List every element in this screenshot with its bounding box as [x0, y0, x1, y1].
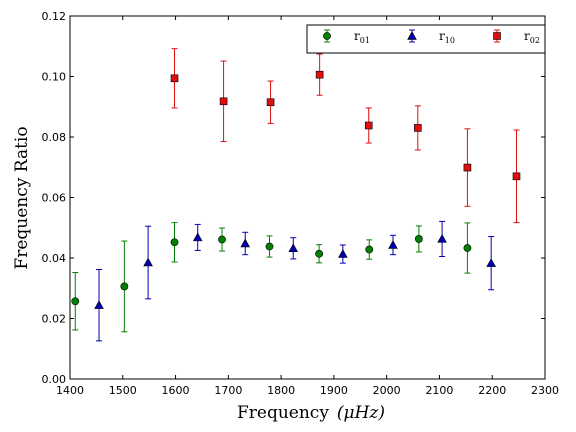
- data-point: [388, 240, 398, 249]
- y-axis-title: Frequency Ratio: [12, 126, 32, 269]
- x-tick-label: 1600: [162, 384, 190, 397]
- data-marks: [71, 48, 521, 342]
- series-r01: [71, 222, 472, 333]
- x-tick-label: 2000: [373, 384, 401, 397]
- legend-label: r10: [439, 29, 455, 45]
- data-point: [315, 70, 324, 79]
- y-tick-label: 0.10: [42, 71, 67, 84]
- data-point: [192, 232, 203, 242]
- data-point: [143, 257, 153, 267]
- y-tick-label: 0.08: [42, 131, 67, 144]
- data-point: [315, 249, 324, 258]
- data-point: [170, 74, 179, 83]
- legend-marker: [493, 32, 501, 40]
- data-point: [365, 245, 374, 254]
- y-tick-label: 0.06: [42, 192, 67, 205]
- x-tick-label: 1400: [56, 384, 84, 397]
- data-point: [120, 282, 129, 291]
- data-point: [486, 258, 496, 267]
- x-tick-label: 1900: [320, 384, 348, 397]
- data-point: [288, 243, 299, 253]
- data-point: [437, 234, 447, 243]
- legend-marker: [407, 31, 417, 40]
- y-tick-label: 0.04: [42, 252, 67, 265]
- x-tick-label: 2100: [425, 384, 453, 397]
- data-point: [512, 172, 521, 181]
- y-tick-label: 0.00: [42, 373, 67, 386]
- data-point: [240, 238, 251, 248]
- legend-label: r02: [524, 29, 540, 45]
- data-point: [170, 238, 179, 247]
- data-point: [414, 235, 423, 243]
- data-point: [414, 124, 422, 132]
- legend: r01 r10 r02: [306, 24, 546, 54]
- y-tick-label: 0.02: [42, 313, 67, 326]
- y-tick-label: 0.12: [42, 10, 67, 23]
- data-point: [265, 242, 274, 251]
- legend-label: r01: [354, 29, 370, 45]
- legend-marker: [323, 32, 331, 40]
- legend-box: [306, 24, 546, 54]
- data-point: [463, 163, 472, 172]
- x-tick-label: 1700: [214, 384, 242, 397]
- x-axis-title: Frequency (μHz): [237, 403, 385, 423]
- data-point: [94, 300, 104, 309]
- data-point: [364, 121, 373, 130]
- series-r10: [94, 220, 496, 342]
- data-point: [338, 249, 348, 258]
- x-tick-label: 1500: [109, 384, 137, 397]
- x-tick-label: 2300: [531, 384, 559, 397]
- series-r02: [170, 48, 521, 224]
- axis-ticks: 1400 1500 1600 1700 1800 1900 2000 2100 2200 2300…: [42, 10, 560, 397]
- x-tick-label: 1800: [267, 384, 295, 397]
- data-point: [218, 235, 226, 244]
- data-point: [219, 97, 228, 106]
- plot-frame: [69, 15, 546, 380]
- data-point: [71, 297, 80, 306]
- data-point: [463, 244, 472, 252]
- x-tick-label: 2200: [478, 384, 506, 397]
- data-point: [266, 98, 275, 107]
